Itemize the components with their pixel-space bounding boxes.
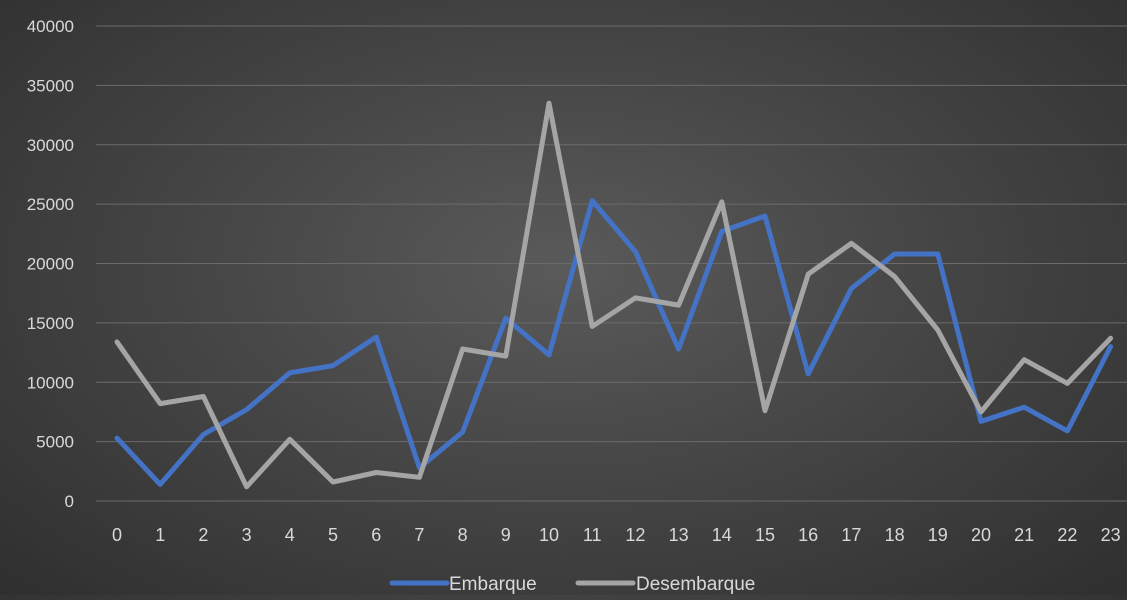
x-tick-label: 1 (155, 525, 165, 545)
legend-item-embarque: Embarque (389, 574, 537, 595)
y-tick-label: 40000 (27, 17, 74, 36)
x-tick-label: 16 (798, 525, 818, 545)
data-point-desembarque (374, 470, 379, 475)
x-tick-label: 17 (841, 525, 861, 545)
data-point-desembarque (935, 328, 940, 333)
data-point-desembarque (806, 272, 811, 277)
x-tick-label: 20 (971, 525, 991, 545)
data-point-desembarque (1065, 381, 1070, 386)
x-tick-label: 10 (539, 525, 559, 545)
data-point-embarque (806, 371, 811, 376)
legend-item-desembarque: Desembarque (575, 574, 755, 595)
x-tick-label: 4 (285, 525, 295, 545)
data-point-desembarque (287, 437, 292, 442)
legend: Embarque Desembarque (389, 574, 755, 595)
data-point-embarque (287, 370, 292, 375)
data-point-desembarque (719, 199, 724, 204)
data-point-embarque (633, 249, 638, 254)
data-point-embarque (201, 432, 206, 437)
x-tick-label: 22 (1057, 525, 1077, 545)
x-tick-label: 0 (112, 525, 122, 545)
data-point-desembarque (590, 324, 595, 329)
y-tick-label: 5000 (36, 433, 74, 452)
data-point-embarque (590, 198, 595, 203)
data-point-embarque (979, 419, 984, 424)
series-lines (114, 100, 1114, 490)
x-tick-label: 12 (625, 525, 645, 545)
data-point-embarque (892, 252, 897, 257)
data-point-embarque (460, 430, 465, 435)
legend-label: Embarque (449, 574, 537, 595)
data-point-embarque (547, 352, 552, 357)
data-point-embarque (244, 407, 249, 412)
x-tick-label: 8 (458, 525, 468, 545)
data-point-desembarque (244, 484, 249, 489)
data-point-embarque (503, 316, 508, 321)
data-point-embarque (849, 286, 854, 291)
data-point-desembarque (547, 101, 552, 106)
data-point-embarque (158, 482, 163, 487)
x-tick-label: 14 (712, 525, 732, 545)
x-tick-label: 7 (414, 525, 424, 545)
y-tick-label: 15000 (27, 314, 74, 333)
data-point-embarque (115, 436, 120, 441)
data-point-desembarque (633, 295, 638, 300)
data-point-embarque (935, 252, 940, 257)
x-tick-label: 11 (583, 525, 602, 545)
data-point-embarque (374, 335, 379, 340)
data-point-desembarque (676, 303, 681, 308)
data-point-embarque (1108, 344, 1113, 349)
x-tick-label: 15 (755, 525, 775, 545)
y-tick-label: 0 (65, 492, 74, 511)
data-point-desembarque (201, 394, 206, 399)
data-point-embarque (1065, 428, 1070, 433)
x-tick-label: 13 (669, 525, 689, 545)
x-tick-label: 21 (1014, 525, 1034, 545)
data-point-embarque (719, 229, 724, 234)
x-tick-label: 9 (501, 525, 511, 545)
data-point-desembarque (115, 339, 120, 344)
data-point-desembarque (849, 241, 854, 246)
data-point-desembarque (763, 408, 768, 413)
y-tick-label: 25000 (27, 195, 74, 214)
y-tick-label: 35000 (27, 76, 74, 95)
data-point-embarque (763, 214, 768, 219)
data-point-embarque (1022, 405, 1027, 410)
data-point-desembarque (892, 274, 897, 279)
legend-label: Desembarque (636, 574, 755, 595)
y-tick-label: 30000 (27, 136, 74, 155)
x-tick-label: 19 (928, 525, 948, 545)
data-point-desembarque (158, 401, 163, 406)
data-point-embarque (676, 347, 681, 352)
y-axis-tick-labels: 0 5000 10000 15000 20000 25000 30000 35000 40000 (27, 17, 74, 511)
data-point-desembarque (979, 409, 984, 414)
series-line-embarque (114, 198, 1114, 487)
x-axis-tick-labels: 0 1 2 3 4 5 6 7 8 9 10 11 12 13 14 15 16 17 18 19 20 21 22 23 (112, 525, 1121, 545)
data-point-desembarque (417, 475, 422, 480)
y-tick-label: 20000 (27, 255, 74, 274)
data-point-embarque (331, 363, 336, 368)
data-point-desembarque (331, 480, 336, 485)
x-tick-label: 3 (242, 525, 252, 545)
x-tick-label: 6 (371, 525, 381, 545)
series-line-desembarque (114, 100, 1114, 490)
y-tick-label: 10000 (27, 373, 74, 392)
x-tick-label: 23 (1101, 525, 1121, 545)
gridlines (96, 25, 1127, 502)
data-point-desembarque (1022, 357, 1027, 362)
x-tick-label: 5 (328, 525, 338, 545)
x-tick-label: 2 (198, 525, 208, 545)
data-point-desembarque (503, 354, 508, 359)
x-tick-label: 18 (885, 525, 905, 545)
data-point-desembarque (1108, 336, 1113, 341)
data-point-desembarque (460, 347, 465, 352)
